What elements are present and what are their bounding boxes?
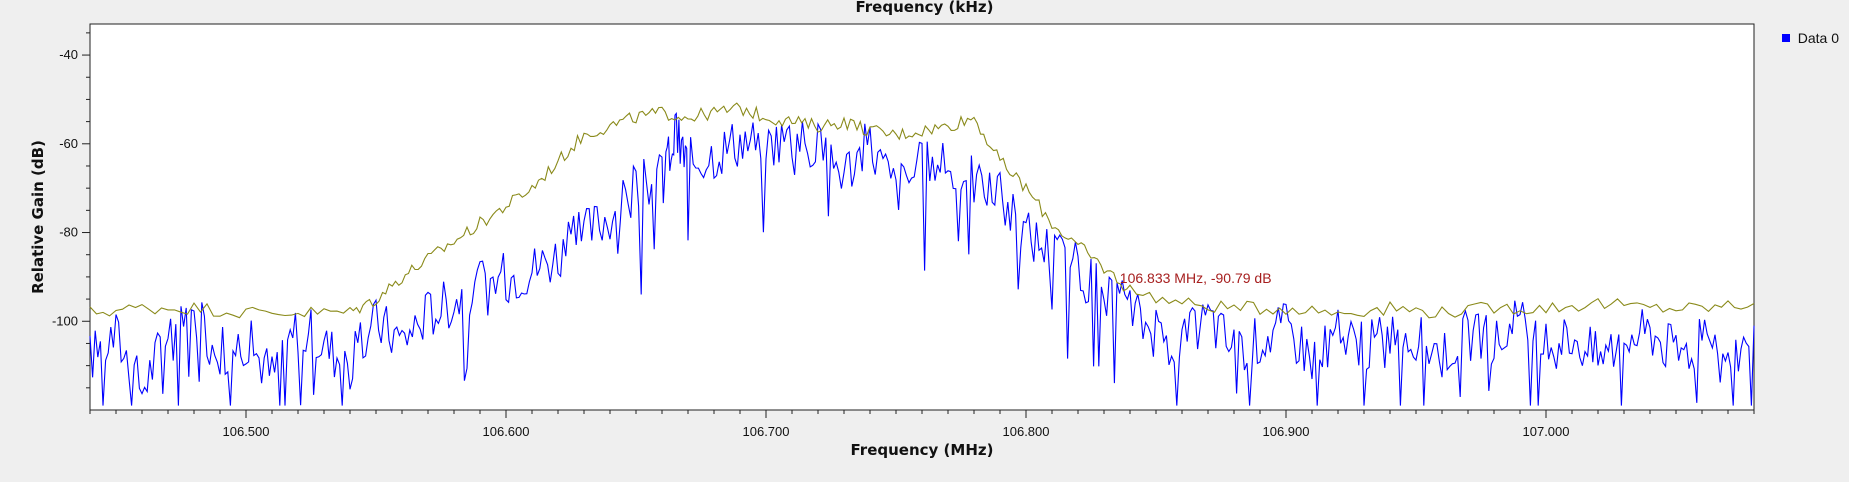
- x-axis: 106.500 106.600 106.700 106.800 106.900 107.0…: [89, 410, 1755, 439]
- x-tick-label: 107.000: [1523, 424, 1570, 439]
- y-axis: -40 -60 -80 -100: [52, 32, 90, 389]
- y-tick-label: -100: [52, 313, 78, 328]
- x-tick-label: 106.700: [743, 424, 790, 439]
- legend-label-data-0: Data 0: [1797, 30, 1839, 46]
- series-layer: [89, 102, 1755, 406]
- x-axis-title: Frequency (MHz): [851, 441, 994, 459]
- series-line-max-hold: [89, 102, 1755, 319]
- series-line-data-0: [89, 112, 1755, 406]
- legend-swatch-data-0: [1781, 34, 1790, 42]
- y-tick-label: -80: [59, 225, 78, 240]
- plot-canvas[interactable]: [89, 23, 1755, 411]
- x-tick-label: 106.500: [223, 424, 270, 439]
- legend: Data 0: [1781, 30, 1839, 46]
- marker-readout: 106.833 MHz, -90.79 dB: [1119, 270, 1272, 287]
- x-tick-label: 106.900: [1263, 424, 1310, 439]
- y-tick-label: -60: [59, 136, 78, 151]
- y-axis-title: Relative Gain (dB): [29, 140, 47, 294]
- x-tick-label: 106.800: [1003, 424, 1050, 439]
- y-tick-label: -40: [59, 47, 78, 62]
- x-tick-label: 106.600: [483, 424, 530, 439]
- top-axis-label: Frequency (kHz): [855, 0, 994, 16]
